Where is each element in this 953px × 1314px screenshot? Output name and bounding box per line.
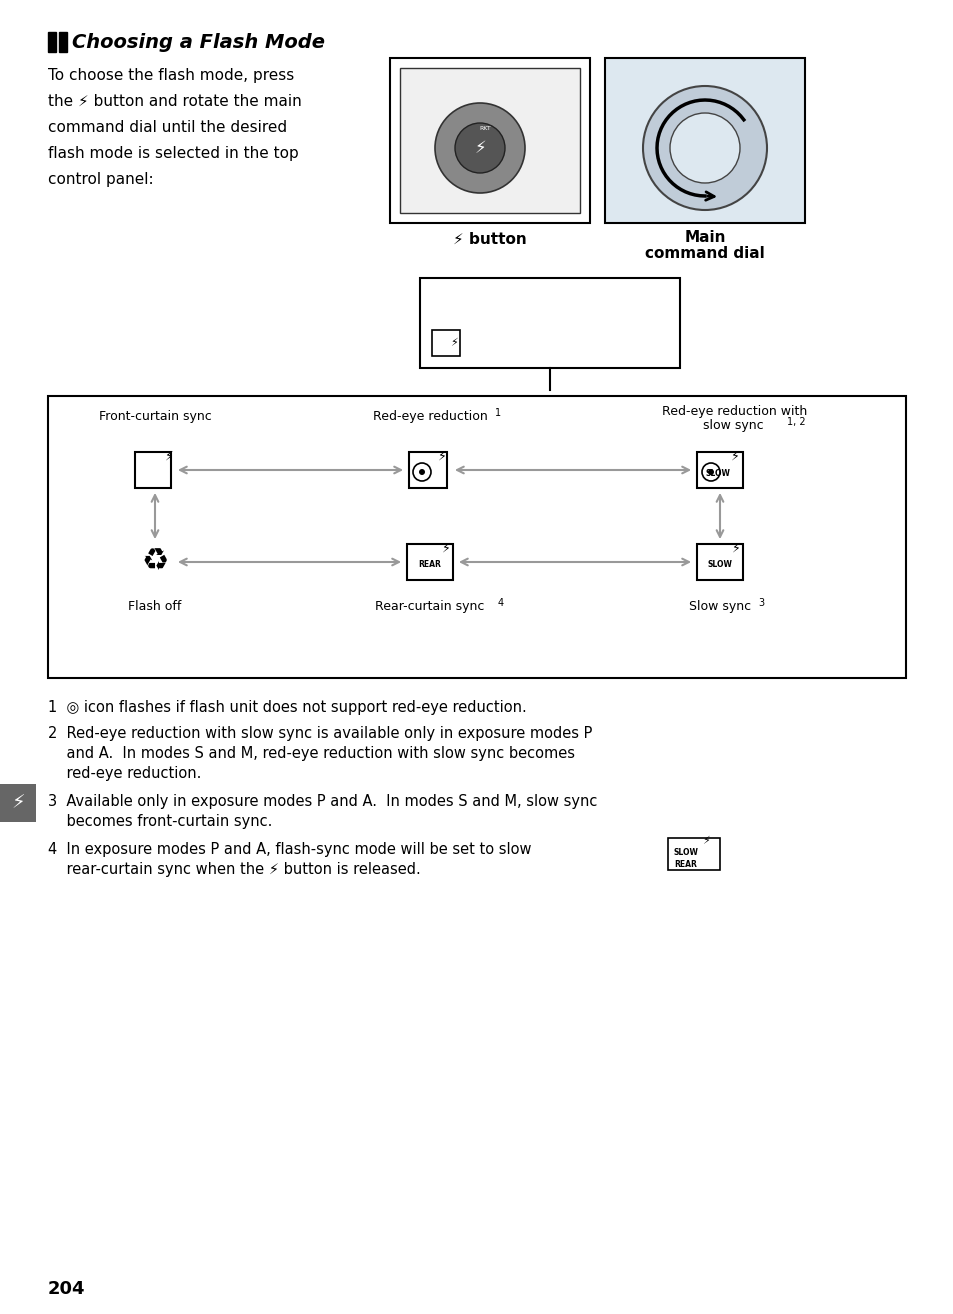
- Circle shape: [418, 469, 424, 474]
- Text: REAR: REAR: [673, 859, 696, 869]
- Text: Main: Main: [683, 230, 725, 244]
- Text: ⚡: ⚡: [165, 449, 173, 463]
- Bar: [48, 32, 56, 53]
- Text: SLOW: SLOW: [673, 848, 699, 857]
- Bar: [697, 544, 742, 579]
- Text: control panel:: control panel:: [48, 172, 153, 187]
- Text: 204: 204: [48, 1280, 86, 1298]
- Text: ⚡: ⚡: [731, 541, 740, 555]
- Text: REAR: REAR: [418, 561, 441, 569]
- Text: 4: 4: [497, 598, 503, 608]
- Text: 1: 1: [495, 409, 500, 418]
- Text: Flash off: Flash off: [128, 600, 181, 614]
- Text: 3: 3: [758, 598, 763, 608]
- Text: the ⚡ button and rotate the main: the ⚡ button and rotate the main: [48, 95, 301, 109]
- Text: becomes front-curtain sync.: becomes front-curtain sync.: [48, 813, 273, 829]
- Text: ⚡: ⚡: [450, 338, 457, 348]
- Circle shape: [707, 469, 713, 474]
- Text: SLOW: SLOW: [705, 469, 730, 478]
- Bar: [604, 58, 804, 223]
- Text: Red-eye reduction with: Red-eye reduction with: [661, 405, 807, 418]
- Text: ⚡: ⚡: [474, 139, 485, 156]
- Text: ⚡: ⚡: [701, 836, 709, 846]
- Text: To choose the flash mode, press: To choose the flash mode, press: [48, 68, 294, 83]
- Text: SLOW: SLOW: [707, 561, 732, 569]
- Bar: [48, 396, 905, 678]
- Text: rear-curtain sync when the ⚡ button is released.: rear-curtain sync when the ⚡ button is r…: [48, 862, 420, 876]
- Bar: [409, 452, 447, 487]
- Text: 2  Red-eye reduction with slow sync is available only in exposure modes P: 2 Red-eye reduction with slow sync is av…: [48, 727, 592, 741]
- Text: Rear-curtain sync: Rear-curtain sync: [375, 600, 484, 614]
- Text: ⚡ button: ⚡ button: [453, 233, 526, 247]
- Text: Front-curtain sync: Front-curtain sync: [98, 410, 212, 423]
- Text: command dial until the desired: command dial until the desired: [48, 120, 287, 135]
- Circle shape: [435, 102, 524, 193]
- Text: ⚡: ⚡: [441, 541, 450, 555]
- Bar: [399, 68, 579, 213]
- Circle shape: [642, 85, 766, 210]
- Text: red-eye reduction.: red-eye reduction.: [48, 766, 201, 781]
- Bar: [59, 32, 67, 53]
- Text: Red-eye reduction: Red-eye reduction: [373, 410, 487, 423]
- Circle shape: [669, 113, 740, 183]
- Circle shape: [455, 124, 504, 173]
- Bar: [419, 279, 679, 368]
- Bar: [135, 452, 171, 487]
- Text: 4  In exposure modes P and A, flash-sync mode will be set to slow: 4 In exposure modes P and A, flash-sync …: [48, 842, 531, 857]
- Text: flash mode is selected in the top: flash mode is selected in the top: [48, 146, 298, 162]
- Bar: [0, 784, 36, 823]
- Text: ⚡: ⚡: [11, 794, 25, 812]
- Text: ⚡: ⚡: [437, 449, 446, 463]
- Text: Slow sync: Slow sync: [688, 600, 750, 614]
- Text: Choosing a Flash Mode: Choosing a Flash Mode: [71, 33, 325, 53]
- Text: ⚡: ⚡: [730, 449, 739, 463]
- Bar: [697, 452, 742, 487]
- Bar: [407, 544, 453, 579]
- Text: and A.  In modes S and M, red-eye reduction with slow sync becomes: and A. In modes S and M, red-eye reducti…: [48, 746, 575, 761]
- Text: 1  ◎ icon flashes if flash unit does not support red-eye reduction.: 1 ◎ icon flashes if flash unit does not …: [48, 700, 526, 715]
- Text: ♻: ♻: [141, 548, 169, 577]
- Text: 3  Available only in exposure modes P and A.  In modes S and M, slow sync: 3 Available only in exposure modes P and…: [48, 794, 597, 809]
- Bar: [667, 838, 720, 870]
- Bar: [390, 58, 589, 223]
- Text: RKT: RKT: [478, 126, 491, 130]
- Text: 1, 2: 1, 2: [786, 417, 804, 427]
- Bar: [432, 330, 459, 356]
- Text: slow sync: slow sync: [702, 419, 766, 432]
- Text: command dial: command dial: [644, 246, 764, 261]
